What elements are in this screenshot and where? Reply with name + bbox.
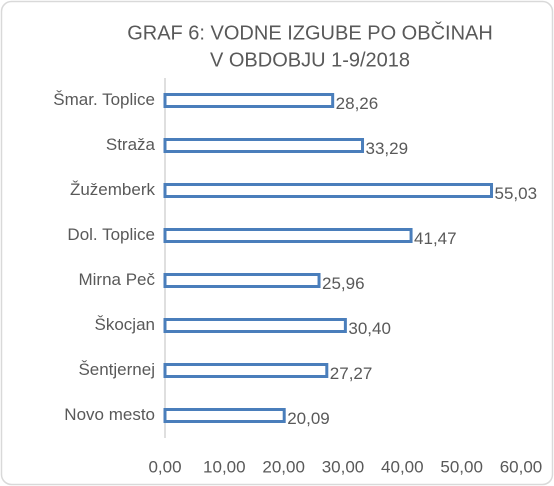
data-label: 25,96	[322, 274, 365, 293]
data-label: 27,27	[330, 364, 373, 383]
x-tick-label: 50,00	[440, 457, 483, 476]
x-tick-label: 0,00	[148, 457, 181, 476]
x-tick-label: 30,00	[322, 457, 365, 476]
y-tick-label: Novo mesto	[64, 405, 155, 424]
data-label: 28,26	[336, 94, 379, 113]
y-tick-label: Šentjernej	[78, 360, 155, 379]
bar	[163, 273, 321, 288]
chart-title: V OBDOBJU 1-9/2018	[210, 49, 410, 71]
x-tick-label: 60,00	[500, 457, 543, 476]
data-label: 41,47	[414, 229, 457, 248]
y-tick-label: Žužemberk	[70, 180, 156, 199]
y-tick-label: Šmar. Toplice	[53, 90, 155, 109]
bar	[163, 228, 413, 243]
bar	[163, 408, 286, 423]
chart-title: GRAF 6: VODNE IZGUBE PO OBČINAH	[127, 21, 493, 44]
y-tick-label: Dol. Toplice	[67, 225, 155, 244]
bar	[163, 183, 494, 198]
bar	[163, 138, 365, 153]
data-label: 33,29	[366, 139, 409, 158]
y-tick-label: Straža	[106, 135, 156, 154]
y-tick-label: Škocjan	[95, 315, 155, 334]
bar	[163, 363, 329, 378]
data-label: 55,03	[495, 184, 538, 203]
bar	[163, 93, 335, 108]
data-label: 20,09	[287, 409, 330, 428]
bar	[163, 318, 347, 333]
x-tick-label: 40,00	[381, 457, 424, 476]
x-tick-label: 20,00	[262, 457, 305, 476]
y-tick-label: Mirna Peč	[78, 270, 155, 289]
data-label: 30,40	[348, 319, 391, 338]
x-tick-label: 10,00	[203, 457, 246, 476]
